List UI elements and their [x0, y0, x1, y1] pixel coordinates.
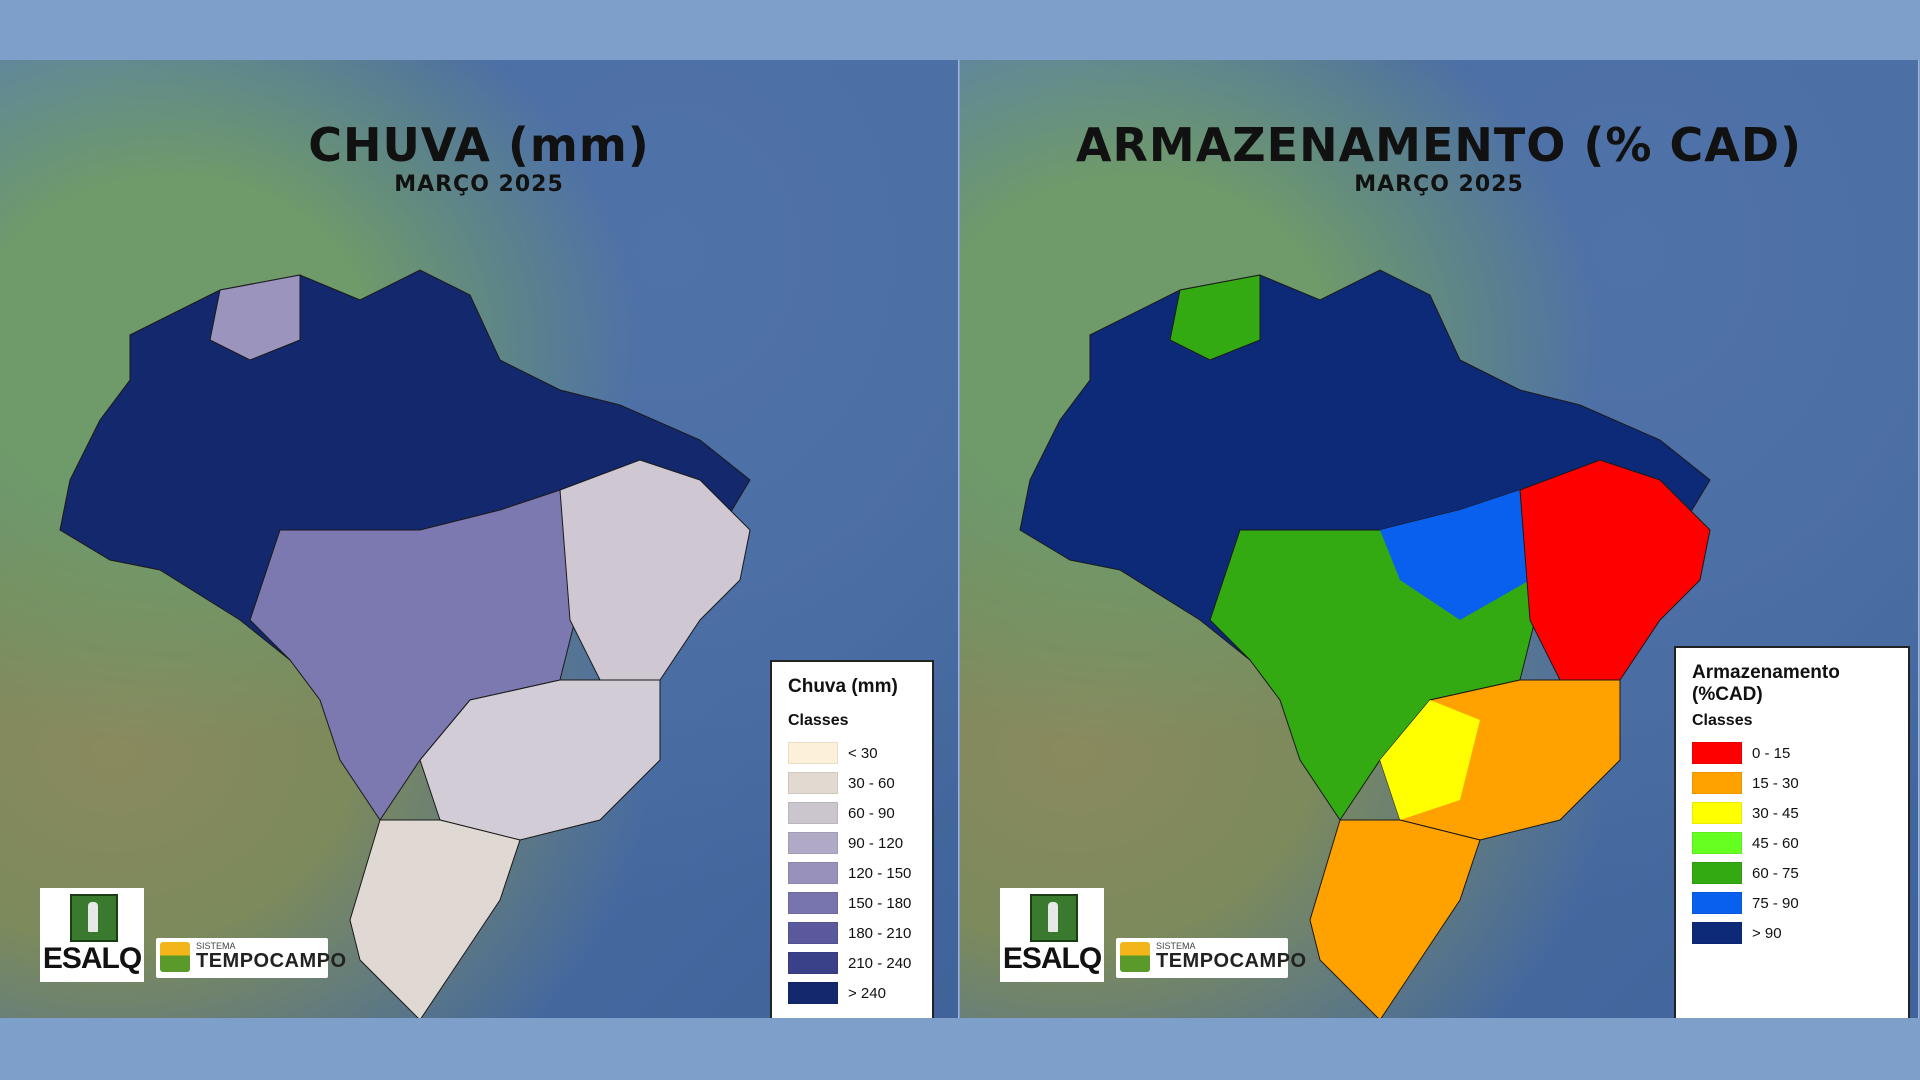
brazil-region-center-blue	[1380, 490, 1530, 620]
legend-label: 150 - 180	[848, 894, 912, 912]
legend-label: > 240	[848, 984, 886, 1002]
map-title: ARMAZENAMENTO (% CAD)	[1075, 118, 1803, 172]
legend-classes-label: Classes	[788, 712, 849, 729]
legend-swatch	[788, 922, 838, 944]
legend-label: 60 - 90	[848, 804, 895, 822]
map-title: CHUVA (mm)	[308, 118, 650, 172]
brazil-region-southeast	[419, 679, 661, 841]
legend-label: 120 - 150	[848, 864, 912, 882]
legend-swatch	[788, 832, 838, 854]
legend-swatch	[788, 982, 838, 1004]
brazil-region-northeast	[559, 459, 751, 681]
rainfall-map	[59, 269, 751, 1018]
esalq-logo: ESALQ	[40, 888, 144, 982]
legend-label: > 90	[1752, 924, 1782, 942]
legend-label: < 30	[848, 744, 878, 762]
brazil-region-roraima	[209, 274, 301, 361]
tempocampo-small-text: SISTEMA	[196, 941, 236, 951]
legend-label: 180 - 210	[848, 924, 912, 942]
legend-swatch	[1692, 832, 1742, 854]
legend-item: > 90	[1692, 918, 1892, 948]
esalq-shield-icon	[70, 894, 118, 942]
legend-item: 15 - 30	[1692, 768, 1892, 798]
legend-swatch	[1692, 892, 1742, 914]
legend-swatch	[1692, 922, 1742, 944]
brazil-region-northeast	[1519, 459, 1711, 681]
legend-item: > 240	[788, 978, 916, 1008]
legend-title: Chuva (mm)	[788, 676, 898, 697]
brazil-region-yellow-band	[1380, 700, 1480, 820]
legend-item: 60 - 90	[788, 798, 916, 828]
legend-swatch	[788, 892, 838, 914]
legend-item: 0 - 15	[1692, 738, 1892, 768]
storage-legend: Armazenamento (%CAD) Classes 0 - 15 15 - …	[1674, 646, 1910, 1018]
legend-label: 75 - 90	[1752, 894, 1799, 912]
storage-map	[1019, 269, 1711, 1018]
legend-label: 30 - 60	[848, 774, 895, 792]
storage-map-panel: ARMAZENAMENTO (% CAD) MARÇO 2025 Armazen…	[960, 60, 1919, 1018]
legend-swatch	[1692, 772, 1742, 794]
legend-label: 210 - 240	[848, 954, 912, 972]
brazil-region-roraima	[1169, 274, 1261, 361]
esalq-logo-text: ESALQ	[1002, 942, 1102, 975]
legend-swatch	[788, 952, 838, 974]
esalq-logo: ESALQ	[1000, 888, 1104, 982]
legend-item: 75 - 90	[1692, 888, 1892, 918]
legend-swatch	[1692, 802, 1742, 824]
legend-swatch	[788, 742, 838, 764]
legend-label: 0 - 15	[1752, 744, 1791, 762]
legend-item: 30 - 60	[788, 768, 916, 798]
legend-label: 90 - 120	[848, 834, 904, 852]
legend-swatch	[788, 862, 838, 884]
tempocampo-small-text: SISTEMA	[1156, 941, 1196, 951]
legend-label: 30 - 45	[1752, 804, 1799, 822]
esalq-logo-text: ESALQ	[42, 942, 142, 975]
tempocampo-sun-icon	[1120, 942, 1150, 972]
map-subtitle: MARÇO 2025	[394, 172, 564, 197]
legend-swatch	[788, 772, 838, 794]
legend-item: 60 - 75	[1692, 858, 1892, 888]
legend-item: 45 - 60	[1692, 828, 1892, 858]
tempocampo-logo: SISTEMA TEMPOCAMPO	[1116, 938, 1306, 978]
legend-swatch	[1692, 862, 1742, 884]
legend-item: 180 - 210	[788, 918, 916, 948]
tempocampo-big-text: TEMPOCAMPO	[196, 950, 347, 972]
rainfall-map-panel: CHUVA (mm) MARÇO 2025 Chuva (mm) Classes…	[0, 60, 959, 1018]
legend-title: Armazenamento (%CAD)	[1692, 662, 1840, 705]
legend-item: < 30	[788, 738, 916, 768]
rainfall-legend: Chuva (mm) Classes < 30 30 - 60 60 - 90 90 …	[770, 660, 934, 1018]
legend-item: 90 - 120	[788, 828, 916, 858]
legend-item: 120 - 150	[788, 858, 916, 888]
legend-swatch	[788, 802, 838, 824]
tempocampo-logo: SISTEMA TEMPOCAMPO	[156, 938, 346, 978]
esalq-shield-icon	[1030, 894, 1078, 942]
map-subtitle: MARÇO 2025	[1354, 172, 1524, 197]
legend-item: 30 - 45	[1692, 798, 1892, 828]
legend-label: 45 - 60	[1752, 834, 1799, 852]
legend-label: 60 - 75	[1752, 864, 1799, 882]
brazil-region-south	[349, 819, 521, 1018]
tempocampo-sun-icon	[160, 942, 190, 972]
legend-item: 150 - 180	[788, 888, 916, 918]
legend-item: 210 - 240	[788, 948, 916, 978]
legend-swatch	[1692, 742, 1742, 764]
brazil-region-south	[1309, 819, 1481, 1018]
legend-label: 15 - 30	[1752, 774, 1799, 792]
tempocampo-big-text: TEMPOCAMPO	[1156, 950, 1307, 972]
legend-classes-label: Classes	[1692, 712, 1753, 729]
